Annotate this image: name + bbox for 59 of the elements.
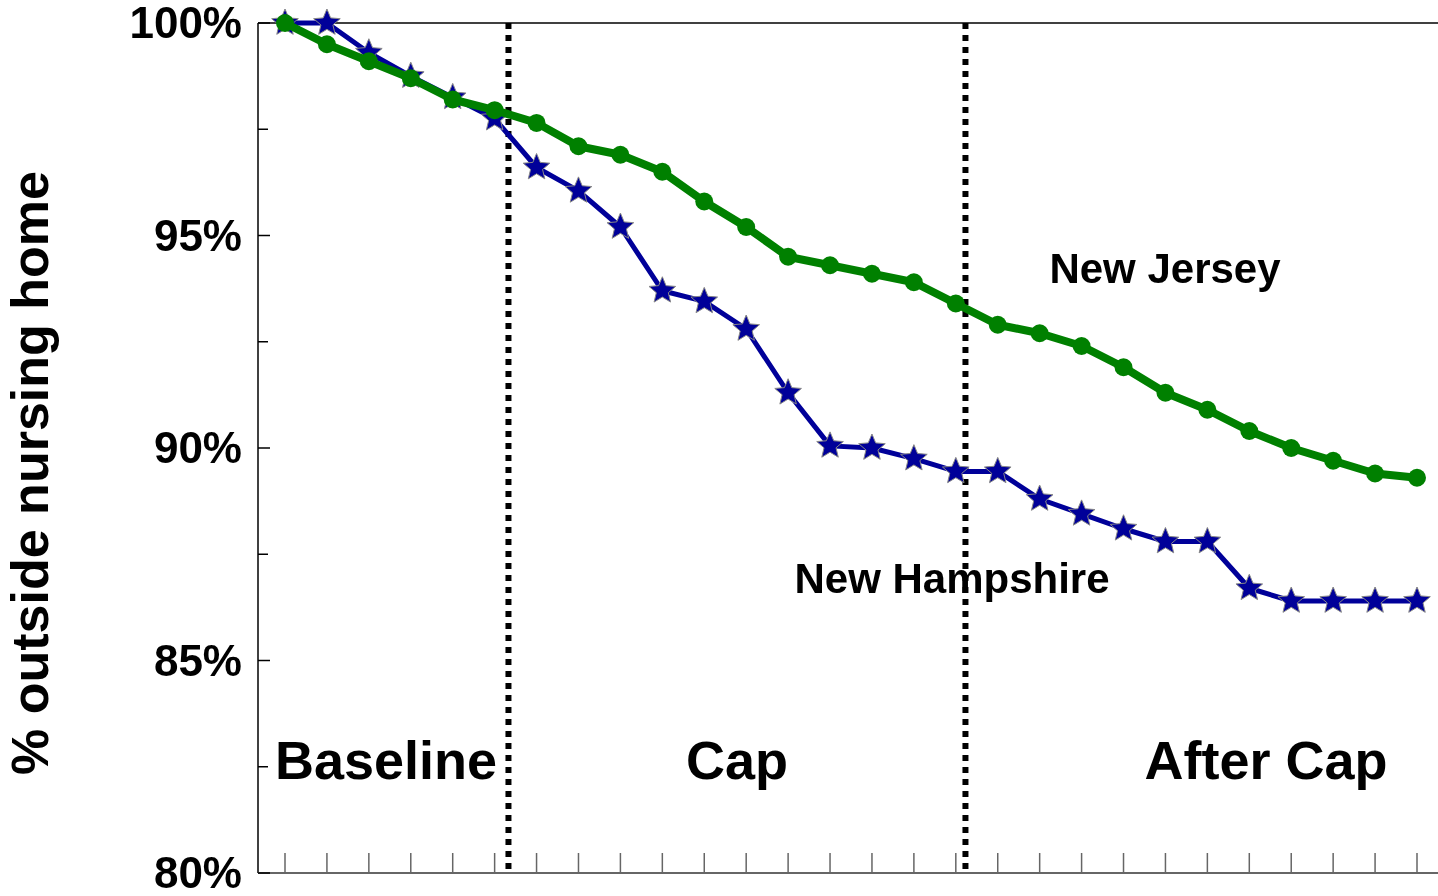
point [1198, 400, 1217, 419]
point [695, 192, 714, 211]
point [983, 456, 1012, 484]
series-label: New Hampshire [794, 554, 1110, 602]
point [1156, 383, 1175, 402]
y-tick-label: 95% [153, 210, 242, 260]
point [1361, 586, 1389, 613]
point [900, 444, 928, 471]
point [606, 212, 635, 239]
point [862, 264, 881, 283]
annotation: Cap [685, 729, 789, 790]
point [1114, 358, 1133, 377]
point [690, 286, 719, 314]
y-tick-label: 100% [129, 0, 242, 48]
point [904, 273, 923, 292]
point [527, 113, 546, 132]
y-tick-label: 80% [153, 848, 242, 896]
point [1403, 586, 1431, 613]
point [359, 52, 378, 71]
point [485, 101, 504, 120]
point [774, 378, 802, 405]
annotation: Baseline [274, 729, 498, 790]
y-axis-title: % outside nursing home [1, 171, 59, 775]
point [564, 176, 593, 203]
point [942, 456, 970, 484]
point [1366, 464, 1385, 483]
point [1240, 422, 1259, 440]
point [988, 315, 1007, 334]
y-tick-label: 85% [153, 635, 242, 685]
point [1025, 484, 1054, 511]
point [317, 35, 336, 54]
point [1109, 514, 1138, 541]
series-label: New Jersey [1049, 244, 1282, 292]
point [1235, 573, 1264, 601]
point [1319, 586, 1347, 613]
point [648, 276, 677, 303]
point [611, 145, 630, 164]
point [1151, 527, 1180, 554]
point [653, 162, 672, 181]
point [1193, 527, 1222, 554]
point [737, 218, 756, 236]
annotation: After Cap [1144, 729, 1388, 790]
point [313, 8, 341, 35]
point [522, 153, 551, 180]
point [1277, 586, 1306, 613]
point [1324, 451, 1343, 470]
point [1408, 468, 1426, 487]
point [816, 431, 844, 458]
y-tick-label: 90% [153, 423, 242, 473]
point [732, 314, 760, 341]
point [779, 247, 798, 266]
point [1282, 439, 1301, 457]
point [821, 256, 840, 275]
point [1072, 337, 1091, 355]
point [946, 294, 965, 313]
point [1067, 499, 1096, 526]
point [1030, 324, 1049, 343]
point [858, 433, 886, 460]
point [569, 137, 588, 156]
